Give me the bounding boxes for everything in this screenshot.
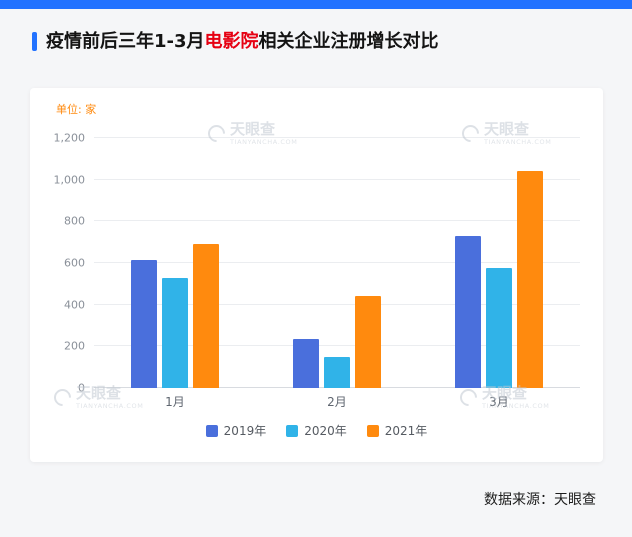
title-prefix: 疫情前后三年1-3月 bbox=[46, 31, 205, 52]
bar-series-container bbox=[94, 138, 580, 388]
x-tick-label-3月: 3月 bbox=[489, 395, 509, 409]
title-highlight: 电影院 bbox=[204, 31, 259, 52]
bar-2021年-2月 bbox=[355, 296, 381, 388]
y-tick-label-400: 400 bbox=[64, 298, 85, 312]
legend-swatch-2020年 bbox=[286, 424, 299, 437]
bar-2020年-1月 bbox=[162, 277, 188, 388]
title-suffix: 相关企业注册增长对比 bbox=[258, 31, 439, 52]
y-tick-label-800: 800 bbox=[64, 214, 85, 228]
bar-2019年-3月 bbox=[455, 235, 481, 388]
gridline-800 bbox=[94, 220, 580, 222]
y-tick-label-1200: 1,200 bbox=[53, 131, 86, 145]
tianyancha-logo-icon bbox=[50, 385, 75, 410]
title-accent-bar bbox=[32, 32, 37, 52]
legend-label-2019年: 2019年 bbox=[223, 424, 267, 438]
bar-2021年-1月 bbox=[193, 244, 219, 388]
chart-card: 单位: 家 0 200 400 600 800 1,000 1,200 1月 2月 3月 201… bbox=[30, 88, 603, 462]
gridline-1200 bbox=[94, 137, 580, 138]
bar-group-1月 bbox=[94, 138, 256, 388]
top-accent-bar bbox=[0, 0, 632, 9]
bar-2021年-3月 bbox=[517, 171, 543, 388]
legend-label-2021年: 2021年 bbox=[384, 424, 428, 438]
chart-header: 疫情前后三年1-3月电影院相关企业注册增长对比 bbox=[32, 31, 632, 53]
bar-group-3月 bbox=[418, 138, 580, 388]
page: 疫情前后三年1-3月电影院相关企业注册增长对比 单位: 家 0 200 400 600… bbox=[0, 0, 632, 508]
legend: 2019年 2020年 2021年 bbox=[30, 422, 603, 439]
watermark-brand: 天眼查 bbox=[484, 120, 530, 138]
y-tick-label-0: 0 bbox=[78, 381, 85, 395]
legend-label-2020年: 2020年 bbox=[304, 424, 347, 438]
bar-2019年-2月 bbox=[293, 339, 319, 388]
y-tick-label-200: 200 bbox=[64, 339, 85, 353]
gridline-200 bbox=[94, 345, 580, 347]
x-tick-label-1月: 1月 bbox=[165, 395, 185, 409]
bar-2020年-2月 bbox=[324, 356, 350, 388]
gridline-400 bbox=[94, 303, 580, 305]
legend-item-2019年: 2019年 bbox=[205, 422, 267, 439]
legend-item-2020年: 2020年 bbox=[286, 422, 347, 439]
bar-2019年-1月 bbox=[131, 259, 157, 388]
page-title: 疫情前后三年1-3月电影院相关企业注册增长对比 bbox=[46, 31, 439, 53]
legend-swatch-2021年 bbox=[366, 424, 379, 437]
watermark-brand: 天眼查 bbox=[230, 120, 276, 138]
data-source: 数据来源：天眼查 bbox=[484, 492, 596, 508]
gridline-1000 bbox=[94, 178, 580, 180]
bar-group-2月 bbox=[256, 138, 418, 388]
x-axis: 1月 2月 3月 bbox=[94, 393, 580, 410]
unit-label: 单位: 家 bbox=[56, 103, 97, 116]
y-tick-label-1000: 1,000 bbox=[53, 173, 86, 187]
plot-area: 0 200 400 600 800 1,000 1,200 bbox=[54, 132, 580, 395]
x-tick-label-2月: 2月 bbox=[327, 395, 347, 409]
bar-2020年-3月 bbox=[486, 268, 512, 388]
legend-swatch-2019年 bbox=[205, 424, 218, 437]
gridline-600 bbox=[94, 262, 580, 263]
legend-item-2021年: 2021年 bbox=[366, 422, 428, 439]
y-tick-label-600: 600 bbox=[64, 256, 85, 270]
